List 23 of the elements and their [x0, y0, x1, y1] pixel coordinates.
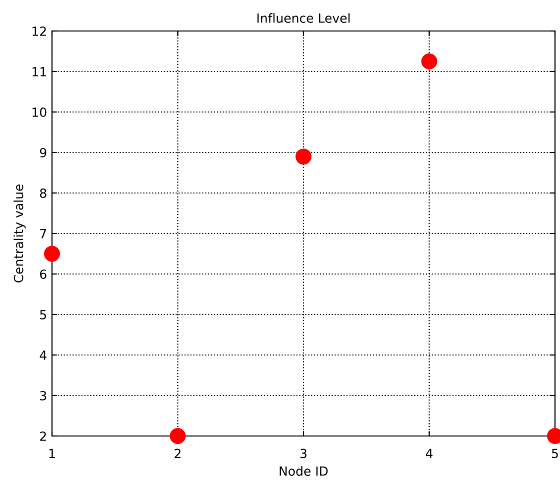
y-tick-label: 10	[32, 107, 46, 117]
y-tick-label: 7	[40, 229, 46, 238]
y-tick-label: 2	[40, 431, 46, 441]
x-tick-label: 3	[300, 448, 306, 458]
y-tick-label: 8	[40, 188, 46, 198]
y-tick-label: 9	[40, 148, 46, 158]
x-tick-label: 2	[174, 448, 180, 458]
x-tick-label: 4	[426, 448, 433, 458]
y-tick-label: 12	[32, 26, 46, 36]
x-axis-title: Node ID	[280, 466, 328, 476]
y-tick-label: 3	[40, 390, 46, 400]
x-tick-label: 5	[552, 448, 558, 458]
point	[170, 428, 186, 444]
y-tick-label: 11	[32, 67, 46, 76]
y-tick-label: 6	[40, 269, 46, 279]
y-tick-label: 4	[40, 350, 46, 360]
point	[421, 53, 438, 70]
point	[44, 246, 60, 262]
y-tick-label: 5	[40, 310, 46, 320]
x-tick-label: 1	[49, 448, 55, 458]
chart-title: Influence Level	[257, 13, 350, 23]
y-axis-title: Centrality value	[14, 184, 26, 282]
point	[296, 148, 312, 165]
